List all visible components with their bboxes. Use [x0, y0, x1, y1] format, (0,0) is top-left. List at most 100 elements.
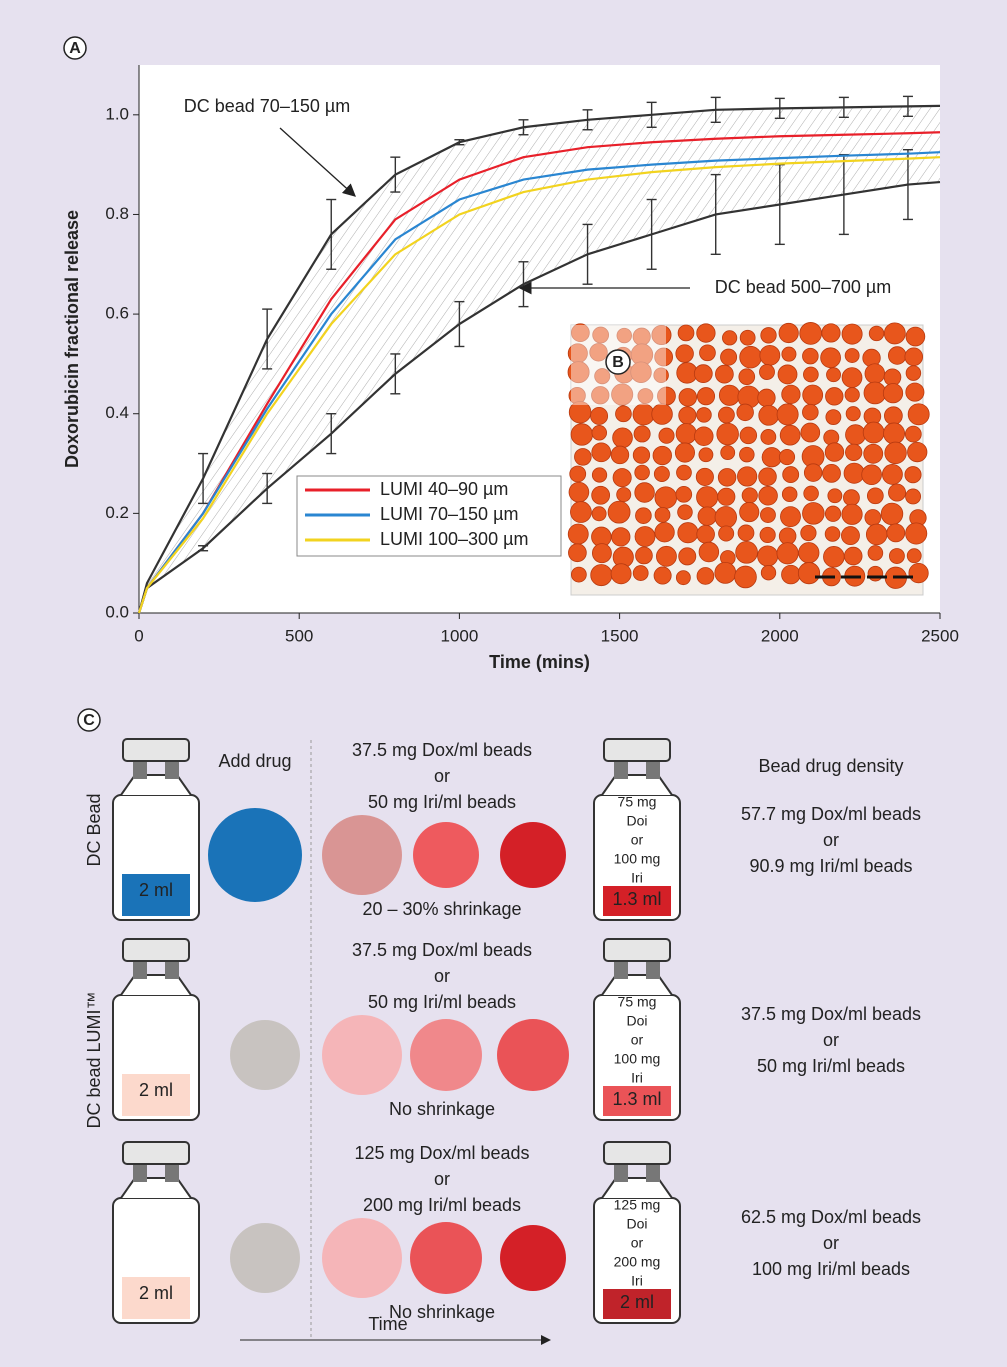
bead [675, 443, 694, 462]
bead [865, 364, 885, 384]
bead [611, 564, 631, 584]
add-drug-label: Add drug [218, 751, 291, 771]
bead [656, 546, 676, 566]
bead [568, 524, 588, 544]
bead [654, 466, 669, 481]
y-tick-label: 0.0 [105, 602, 129, 621]
bead [841, 527, 859, 545]
y-tick-label: 0.2 [105, 503, 129, 522]
loading-text: 200 mg Iri/ml beads [363, 1195, 521, 1215]
bead [845, 444, 861, 460]
bead [700, 345, 716, 361]
bead [884, 323, 905, 344]
bead [592, 443, 611, 462]
bead [654, 567, 671, 584]
density-header: Bead drug density [758, 756, 903, 776]
bead [592, 507, 606, 521]
x-tick-label: 2500 [921, 626, 959, 645]
bead [823, 464, 841, 482]
vial-content: Doi [626, 813, 647, 829]
bead [678, 325, 694, 341]
vial-content: 75 mg [618, 794, 657, 810]
bead [803, 385, 823, 405]
bead [676, 486, 692, 502]
bead [676, 571, 690, 585]
bead [635, 465, 650, 480]
bead [694, 427, 713, 446]
bead [612, 528, 630, 546]
bead [715, 507, 737, 529]
bead [591, 407, 608, 424]
bead [783, 467, 799, 483]
bead [571, 424, 593, 446]
bead [888, 347, 906, 365]
loading-text: 125 mg Dox/ml beads [354, 1143, 529, 1163]
bead-circle [497, 1019, 569, 1091]
bead [758, 546, 778, 566]
bead [825, 527, 840, 542]
bead-circle [410, 1019, 482, 1091]
bead [761, 328, 777, 344]
bead [884, 407, 902, 425]
bead [679, 388, 697, 406]
bead [887, 524, 905, 542]
bead [739, 447, 754, 462]
bead [698, 507, 717, 526]
x-axis-label: Time (mins) [489, 652, 590, 672]
bead [804, 486, 819, 501]
bead [782, 565, 801, 584]
bead [777, 543, 798, 564]
bead [634, 426, 650, 442]
bead [739, 369, 755, 385]
bead-circle [322, 1218, 402, 1298]
bead [636, 547, 653, 564]
bead [823, 546, 844, 567]
bead [635, 508, 651, 524]
bead [906, 327, 925, 346]
bead [677, 465, 692, 480]
bead [721, 349, 737, 365]
bead [735, 566, 757, 588]
bead [846, 407, 860, 421]
bead [868, 546, 883, 561]
annotation: DC bead 70–150 µm [184, 96, 350, 116]
bead [759, 364, 774, 379]
vial-cap [123, 1142, 189, 1164]
vial-cap [123, 739, 189, 761]
vial-content: 100 mg [614, 1051, 661, 1067]
bead [694, 365, 712, 383]
bead-circle [322, 815, 402, 895]
bead [635, 483, 655, 503]
bead [697, 487, 718, 508]
bead-circle [230, 1223, 300, 1293]
bead [718, 407, 734, 423]
bead [697, 568, 714, 585]
bead [862, 465, 882, 485]
shrinkage-text: No shrinkage [389, 1099, 495, 1119]
density-text: 57.7 mg Dox/ml beads [741, 804, 921, 824]
bead [760, 345, 780, 365]
bead [633, 566, 648, 581]
bead [889, 548, 904, 563]
bead [827, 368, 841, 382]
vial-neck [602, 1178, 672, 1198]
loading-text: 50 mg Iri/ml beads [368, 992, 516, 1012]
bead-circle [500, 822, 566, 888]
bead [613, 469, 631, 487]
bead [885, 442, 907, 464]
bead [655, 507, 670, 522]
bead [842, 368, 862, 388]
bead [866, 524, 887, 545]
legend-label: LUMI 70–150 µm [380, 504, 518, 524]
vial-neck [602, 975, 672, 995]
bead [845, 388, 859, 402]
bead [865, 510, 881, 526]
bead [864, 382, 886, 404]
bead [635, 526, 655, 546]
bead [888, 484, 905, 501]
bead [908, 404, 929, 425]
bead [742, 488, 757, 503]
bead [740, 346, 762, 368]
bead [828, 489, 842, 503]
density-text: 100 mg Iri/ml beads [752, 1259, 910, 1279]
